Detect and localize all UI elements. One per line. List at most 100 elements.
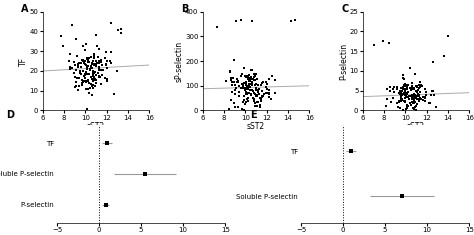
Point [263, 82, 271, 86]
Point [74, 88, 82, 92]
Point [228, 98, 235, 102]
Point [410, 97, 418, 101]
Point [249, 77, 256, 81]
Point [244, 92, 251, 96]
Point [75, 76, 83, 80]
Point [248, 81, 255, 84]
Point [247, 92, 255, 96]
Point [240, 98, 248, 102]
Point [254, 104, 261, 108]
Point [92, 78, 100, 82]
Point [416, 85, 424, 89]
Point [78, 78, 85, 82]
Point [426, 101, 433, 105]
Point [253, 94, 261, 98]
Point [234, 77, 241, 81]
Point [403, 105, 411, 109]
Point [82, 42, 89, 45]
Point [246, 89, 254, 92]
Point [399, 87, 407, 90]
Point [291, 18, 299, 22]
Point [245, 75, 252, 78]
Point [230, 58, 238, 62]
Point [417, 83, 424, 87]
Point [83, 57, 91, 60]
Point [405, 94, 413, 98]
Point [409, 101, 417, 105]
Point [103, 79, 111, 82]
Point [95, 68, 103, 71]
Point [245, 92, 252, 95]
Point [418, 83, 425, 87]
Point [252, 82, 260, 86]
Point [66, 52, 74, 56]
Point [401, 99, 409, 103]
Point [91, 62, 98, 66]
Point [263, 80, 270, 84]
Point [396, 89, 404, 92]
Point [267, 98, 275, 101]
Point [83, 72, 91, 76]
Point [402, 87, 410, 90]
Point [401, 96, 409, 100]
Point [90, 54, 98, 57]
Point [422, 90, 429, 94]
Point [419, 98, 427, 102]
Point [417, 90, 424, 94]
Point [412, 84, 420, 88]
Point [247, 93, 255, 97]
Point [230, 80, 238, 84]
Point [409, 82, 416, 85]
Point [244, 96, 252, 99]
Point [99, 68, 107, 72]
Point [73, 68, 80, 72]
Point [97, 60, 104, 64]
Point [262, 91, 270, 95]
Point [411, 94, 419, 97]
Point [387, 100, 395, 104]
Point [231, 83, 239, 86]
Point [428, 90, 436, 93]
Point [263, 87, 271, 91]
Point [246, 82, 253, 86]
Point [228, 81, 236, 84]
Point [412, 95, 420, 99]
Point [400, 83, 408, 86]
Point [243, 86, 251, 90]
Point [95, 74, 102, 77]
Point [230, 101, 238, 105]
X-axis label: sST2: sST2 [407, 122, 425, 131]
Point [96, 67, 103, 71]
Point [250, 78, 257, 81]
Point [406, 101, 414, 105]
Point [428, 89, 436, 93]
Point [66, 67, 73, 71]
Point [411, 94, 419, 98]
Point [411, 105, 419, 108]
Point [408, 87, 415, 91]
Point [398, 97, 405, 101]
Point [421, 99, 429, 102]
Point [391, 90, 398, 94]
Point [410, 107, 418, 111]
Point [88, 61, 96, 64]
Point [240, 94, 248, 98]
Point [82, 63, 90, 67]
Point [254, 89, 262, 92]
Point [249, 19, 256, 23]
Point [231, 92, 239, 96]
Point [93, 61, 101, 65]
Point [68, 66, 76, 70]
Point [429, 60, 437, 64]
Point [89, 62, 96, 66]
Point [234, 80, 242, 83]
Point [414, 94, 422, 98]
Point [399, 89, 406, 93]
Point [440, 54, 448, 58]
Point [379, 39, 387, 43]
Point [228, 78, 235, 82]
Point [401, 93, 409, 96]
Point [248, 89, 256, 92]
Text: E: E [250, 110, 257, 120]
Point [92, 64, 100, 68]
